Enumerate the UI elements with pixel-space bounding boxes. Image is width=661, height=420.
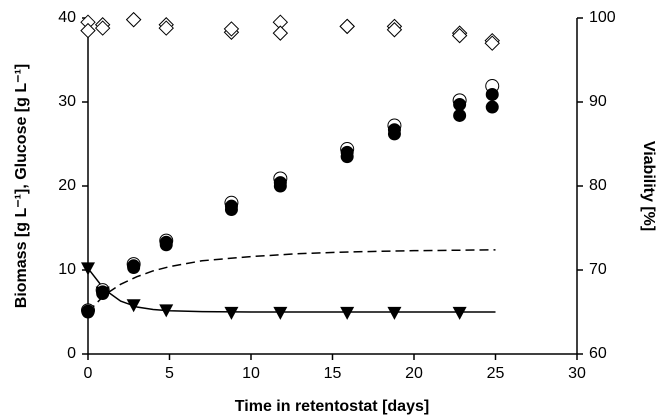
y-tick-label: 0 <box>67 345 76 362</box>
x-tick-label: 20 <box>405 365 423 382</box>
y2-tick-label: 80 <box>589 177 607 194</box>
data-point <box>81 305 95 319</box>
data-point <box>451 27 468 44</box>
y2-tick-label: 90 <box>589 93 607 110</box>
y-tick-label: 30 <box>58 93 76 110</box>
data-point <box>272 25 289 41</box>
y2-tick-label: 70 <box>589 261 607 278</box>
data-point <box>126 299 141 313</box>
y-tick-label: 40 <box>58 9 76 26</box>
x-axis-label: Time in retentostat [days] <box>235 398 429 415</box>
data-point <box>224 203 238 217</box>
x-tick-label: 15 <box>324 365 342 382</box>
data-point <box>159 304 174 318</box>
y2-tick-label: 60 <box>589 345 607 362</box>
data-point <box>94 20 111 36</box>
data-point <box>452 306 467 320</box>
x-tick-label: 0 <box>84 365 93 382</box>
data-point <box>387 306 402 320</box>
data-point <box>158 20 174 36</box>
data-point <box>484 35 500 51</box>
y2-tick-label: 100 <box>589 9 616 26</box>
data-point <box>339 18 355 35</box>
y-tick-label: 20 <box>58 177 76 194</box>
fit-line <box>87 249 496 313</box>
data-point <box>273 179 287 193</box>
data-point <box>80 22 96 39</box>
x-tick-label: 5 <box>165 365 174 382</box>
data-point <box>223 21 240 37</box>
data-point <box>273 306 288 320</box>
data-point <box>224 306 239 320</box>
data-point <box>340 306 355 320</box>
x-tick-label: 25 <box>487 365 505 382</box>
data-point <box>95 286 110 300</box>
data-point <box>81 262 95 276</box>
fit-line <box>87 267 496 313</box>
data-point <box>485 100 499 114</box>
y-axis-label: Biomass [g L⁻¹], Glucose [g L⁻¹] <box>13 64 30 308</box>
x-tick-label: 10 <box>242 365 260 382</box>
y2-axis-label: Viability [%] <box>640 141 657 231</box>
data-point <box>127 260 141 274</box>
data-point <box>453 98 467 112</box>
data-point <box>387 127 401 141</box>
data-point <box>125 11 142 28</box>
y-tick-label: 10 <box>58 261 76 278</box>
data-point <box>386 22 403 38</box>
data-point <box>485 87 499 101</box>
data-point <box>159 238 173 252</box>
data-point <box>340 150 354 164</box>
data-point <box>453 108 467 122</box>
x-tick-label: 30 <box>568 365 586 382</box>
